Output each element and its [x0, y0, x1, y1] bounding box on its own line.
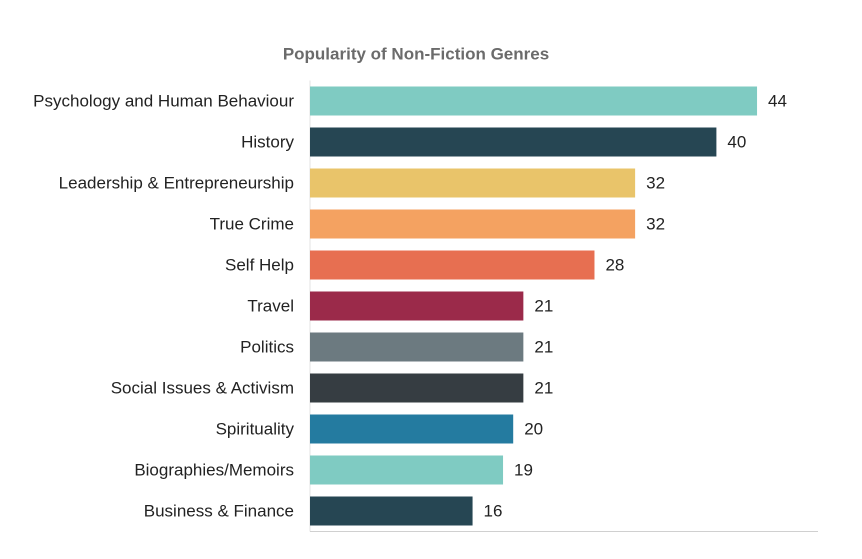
data-label: 40	[727, 132, 746, 151]
bar	[310, 291, 524, 321]
data-label: 20	[524, 419, 543, 438]
bar	[310, 168, 636, 198]
data-label: 21	[534, 378, 553, 397]
bar	[310, 127, 717, 157]
bar	[310, 209, 636, 239]
bar	[310, 496, 473, 526]
bar	[310, 373, 524, 403]
y-tick-label: Politics	[240, 337, 294, 356]
y-tick-label: True Crime	[210, 214, 294, 233]
bar	[310, 332, 524, 362]
bar	[310, 414, 514, 444]
y-tick-label: Biographies/Memoirs	[134, 460, 294, 479]
y-tick-label: Business & Finance	[144, 501, 294, 520]
bar	[310, 250, 595, 280]
y-tick-label: Psychology and Human Behaviour	[33, 91, 294, 110]
data-label: 21	[534, 337, 553, 356]
data-label: 44	[768, 91, 787, 110]
data-label: 28	[605, 255, 624, 274]
data-label: 21	[534, 296, 553, 315]
y-tick-label: History	[241, 132, 294, 151]
y-tick-label: Social Issues & Activism	[111, 378, 294, 397]
y-tick-label: Travel	[247, 296, 294, 315]
data-label: 19	[514, 460, 533, 479]
data-label: 32	[646, 173, 665, 192]
y-tick-label: Self Help	[225, 255, 294, 274]
chart-title: Popularity of Non-Fiction Genres	[283, 44, 549, 63]
data-label: 32	[646, 214, 665, 233]
y-tick-label: Leadership & Entrepreneurship	[59, 173, 294, 192]
y-tick-label: Spirituality	[216, 419, 295, 438]
data-label: 16	[484, 501, 503, 520]
bar	[310, 455, 504, 485]
bar	[310, 86, 758, 116]
